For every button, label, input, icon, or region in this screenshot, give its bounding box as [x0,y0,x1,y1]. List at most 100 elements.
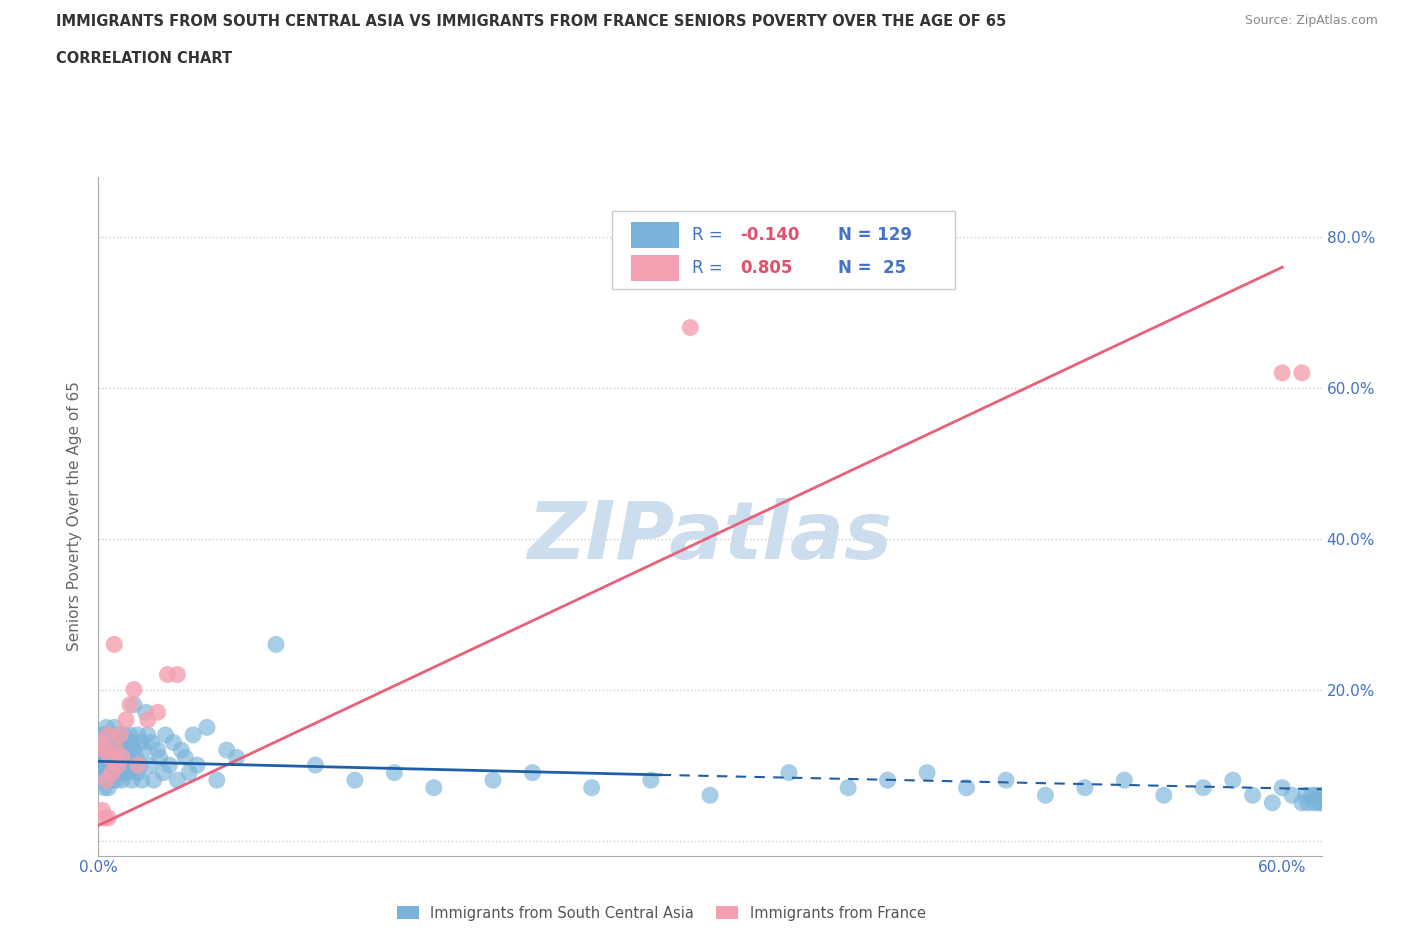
Point [97,735,120,750]
Point [186,758,208,773]
Text: -0.140: -0.140 [741,226,800,244]
Point [128,758,150,773]
Point [135,705,157,720]
Point [132,742,155,757]
Point [93,735,115,750]
Point [955,780,977,795]
Point [679,320,702,335]
Point [103,758,125,773]
Y-axis label: Seniors Poverty Over the Age of 65: Seniors Poverty Over the Age of 65 [67,381,83,651]
Text: N =  25: N = 25 [838,259,907,276]
Point [97,727,120,742]
Point [105,751,128,765]
Point [122,698,145,712]
Point [127,758,149,773]
Point [98,751,121,765]
Point [156,667,179,682]
Point [101,765,124,780]
Point [117,742,139,757]
Point [115,758,138,773]
Point [98,751,121,765]
Point [93,780,115,795]
Point [93,742,115,757]
Point [93,742,115,757]
Point [1295,788,1317,803]
Point [581,780,603,795]
Point [118,698,141,712]
Point [112,727,135,742]
Point [101,735,124,750]
Point [174,751,197,765]
Point [699,788,721,803]
Point [93,773,115,788]
Point [138,758,160,773]
Point [93,758,115,773]
Point [205,773,228,788]
Point [108,727,131,742]
Point [97,765,120,780]
Text: Source: ZipAtlas.com: Source: ZipAtlas.com [1244,14,1378,27]
Point [96,727,118,742]
Point [91,773,114,788]
Point [117,751,139,765]
Point [423,780,446,795]
Point [121,735,143,750]
Point [1316,788,1339,803]
Point [152,765,174,780]
Point [107,751,129,765]
Point [1305,788,1327,803]
Point [1261,795,1284,810]
Point [640,773,662,788]
Point [195,720,218,735]
Point [142,773,165,788]
Point [1291,365,1313,380]
Point [1074,780,1097,795]
Text: IMMIGRANTS FROM SOUTH CENTRAL ASIA VS IMMIGRANTS FROM FRANCE SENIORS POVERTY OVE: IMMIGRANTS FROM SOUTH CENTRAL ASIA VS IM… [56,14,1007,29]
Text: R =: R = [692,226,728,244]
Point [105,735,128,750]
Point [876,773,898,788]
Point [108,727,131,742]
Point [155,727,177,742]
Point [89,758,111,773]
Point [1281,788,1303,803]
Point [1306,795,1329,810]
Point [111,751,134,765]
Point [89,742,111,757]
Point [96,773,118,788]
Point [1291,795,1313,810]
Point [98,727,121,742]
Point [105,727,128,742]
FancyBboxPatch shape [630,255,679,281]
Point [1271,780,1294,795]
Point [1192,780,1215,795]
Point [1271,365,1294,380]
Point [122,683,145,698]
Point [98,742,121,757]
Point [108,758,131,773]
Point [117,765,139,780]
Point [91,765,114,780]
Point [112,765,135,780]
Point [96,773,118,788]
Point [1241,788,1264,803]
Point [304,758,326,773]
Point [1114,773,1136,788]
Point [159,758,181,773]
Point [915,765,938,780]
Point [141,735,163,750]
Point [107,758,129,773]
Point [111,773,134,788]
Point [105,742,128,757]
Text: ZIPatlas: ZIPatlas [527,498,893,576]
Point [225,751,247,765]
Point [98,758,121,773]
Point [994,773,1017,788]
Point [96,765,118,780]
Point [97,810,120,825]
Point [93,810,115,825]
Point [118,727,141,742]
Point [1309,788,1331,803]
Point [1301,788,1323,803]
Point [91,751,114,765]
